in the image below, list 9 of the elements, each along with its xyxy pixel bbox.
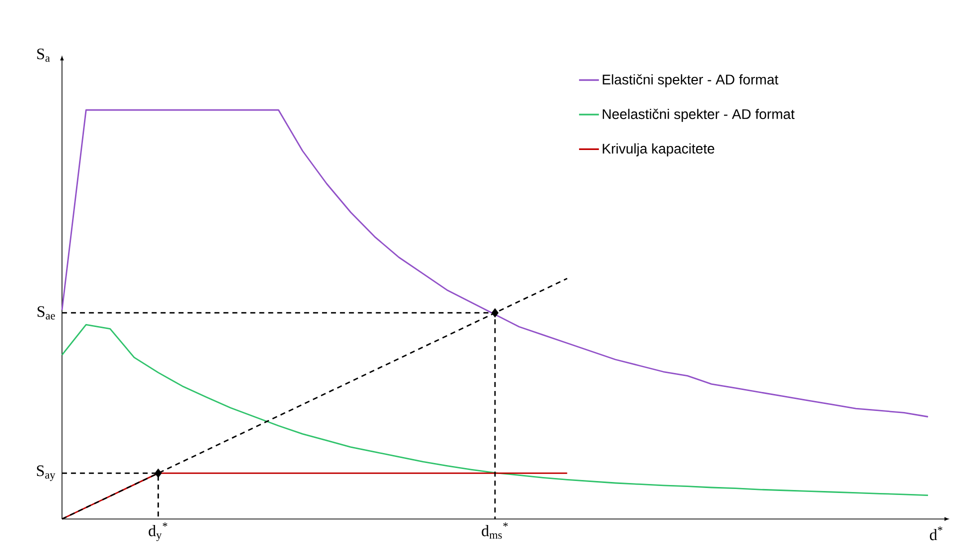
text: S$_{ae}$ <box>38 306 55 320</box>
x-tick-label: d$_{y}$* <box>148 522 168 542</box>
legend-label: Krivulja kapacitete <box>602 143 714 156</box>
x-axis-title: d$^{*}$ <box>930 526 942 540</box>
text: S$_{ay}$ <box>36 465 56 481</box>
legend-label: Neelastični spekter - AD format <box>602 108 795 122</box>
y-axis-title: S$_{a}$ <box>37 48 50 62</box>
legend-label: Elastični spekter - AD format <box>602 74 778 88</box>
x-tick-label: d$_{ms}$* <box>482 522 508 539</box>
